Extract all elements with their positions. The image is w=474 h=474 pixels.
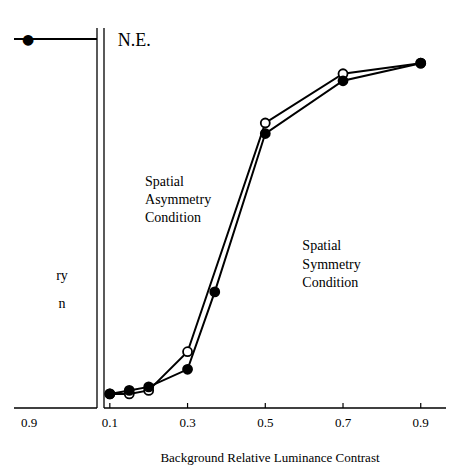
annotation: ry (56, 268, 68, 283)
x-tick-label: 0.9 (413, 415, 429, 430)
x-axis (104, 407, 446, 408)
series-line (110, 63, 421, 394)
x-tick (420, 403, 421, 408)
data-point (210, 287, 219, 296)
left-panel-edge (96, 28, 97, 408)
data-point (261, 119, 270, 128)
data-point (183, 347, 192, 356)
data-point (416, 59, 425, 68)
x-tick (187, 403, 188, 408)
data-point (125, 386, 134, 395)
data-point (144, 382, 153, 391)
series-label: SpatialAsymmetryCondition (145, 174, 211, 225)
x-axis-label: Background Relative Luminance Contrast (160, 450, 380, 465)
x-tick-label: 0.1 (102, 415, 118, 430)
data-point (261, 129, 270, 138)
data-point (416, 59, 425, 68)
x-tick (265, 403, 266, 408)
x-tick-label: 0.3 (179, 415, 195, 430)
data-point (339, 76, 348, 85)
annotation: N.E. (118, 30, 151, 50)
data-point (105, 389, 114, 398)
x-tick-label: 0.5 (257, 415, 273, 430)
annotation: 0.9 (21, 415, 37, 430)
chart: 0.1 0.3 0.5 0.7 0.9 Background Relative Lumin… (0, 0, 474, 474)
data-point (183, 365, 192, 374)
x-tick-label: 0.7 (335, 415, 352, 430)
series-label: SpatialSymmetryCondition (302, 238, 360, 289)
x-tick (342, 403, 343, 408)
plot-area (105, 59, 425, 399)
y-axis (103, 28, 104, 408)
data-point (105, 389, 114, 398)
annotation: n (59, 296, 66, 311)
annotation: ● (22, 31, 34, 47)
x-tick (109, 403, 110, 408)
series-line (110, 63, 421, 394)
left-panel-axis (14, 407, 97, 408)
